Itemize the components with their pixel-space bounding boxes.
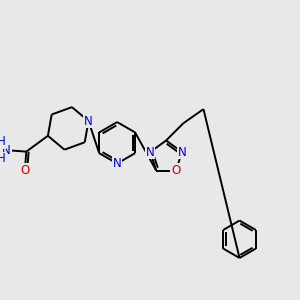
Text: N: N (113, 157, 122, 170)
Text: H: H (0, 152, 6, 165)
Text: O: O (171, 164, 181, 177)
Text: N: N (2, 144, 11, 157)
Text: H: H (0, 135, 6, 148)
Text: N: N (84, 115, 93, 128)
Text: N: N (146, 146, 154, 158)
Text: N: N (178, 146, 186, 158)
Text: O: O (20, 164, 29, 177)
